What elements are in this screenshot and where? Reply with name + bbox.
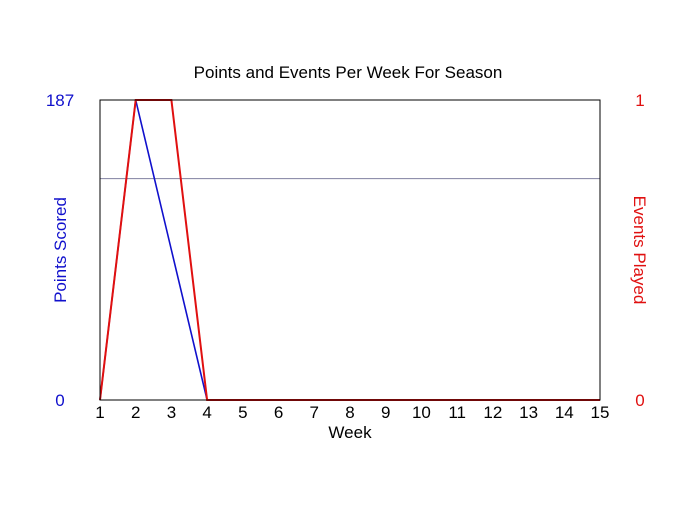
- left-y-tick-labels: 0 187: [46, 91, 74, 410]
- right-y-axis-label: Events Played: [630, 196, 649, 305]
- x-axis-label: Week: [328, 423, 372, 442]
- right-y-tick-labels: 01: [635, 91, 644, 410]
- chart-title: Points and Events Per Week For Season: [194, 63, 503, 82]
- x-tick-label: 15: [591, 403, 610, 422]
- x-tick-label: 8: [345, 403, 354, 422]
- left-y-axis-label: Points Scored: [51, 197, 70, 303]
- x-tick-label: 13: [519, 403, 538, 422]
- left-y-tick-label: 0: [55, 391, 64, 410]
- x-tick-labels: 1 2 3 4 5 6 7 8 9 10 11 12 13 14 15: [95, 403, 609, 422]
- x-tick-label: 1: [95, 403, 104, 422]
- right-y-tick-label: 1: [635, 91, 644, 110]
- x-tick-label: 6: [274, 403, 283, 422]
- x-tick-label: 10: [412, 403, 431, 422]
- x-tick-label: 12: [483, 403, 502, 422]
- x-tick-label: 2: [131, 403, 140, 422]
- x-tick-label: 5: [238, 403, 247, 422]
- x-tick-label: 14: [555, 403, 574, 422]
- right-y-tick-label: 0: [635, 391, 644, 410]
- x-tick-label: 3: [167, 403, 176, 422]
- x-tick-label: 4: [202, 403, 211, 422]
- x-tick-label: 9: [381, 403, 390, 422]
- plot-frame: [99, 99, 601, 401]
- x-tick-label: 11: [448, 403, 466, 422]
- left-y-tick-label: 187: [46, 91, 74, 110]
- x-tick-label: 7: [310, 403, 319, 422]
